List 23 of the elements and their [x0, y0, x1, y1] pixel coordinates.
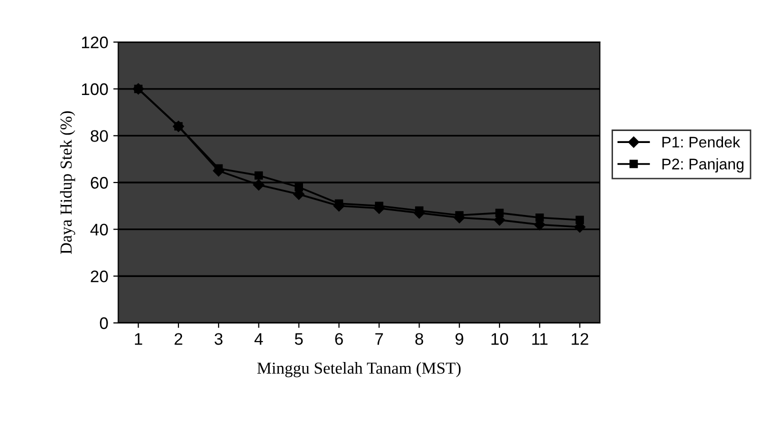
x-axis-title: Minggu Setelah Tanam (MST) [257, 362, 461, 378]
y-tick-label: 120 [82, 36, 108, 48]
x-tick-label: 11 [532, 333, 548, 345]
x-tick-label: 12 [572, 333, 588, 345]
y-axis-title: Daya Hidup Stek (%) [60, 111, 76, 254]
y-tick-label: 60 [90, 176, 108, 189]
x-tick-label: 3 [214, 333, 222, 345]
x-tick-label: 8 [415, 333, 424, 345]
x-tick-label: 2 [174, 333, 182, 345]
x-tick-label: 4 [254, 333, 263, 345]
y-tick-label: 0 [100, 317, 108, 330]
x-tick-label: 7 [375, 333, 383, 345]
y-tick-label: 20 [90, 270, 108, 282]
legend-label: P1: Pendek [662, 136, 740, 148]
x-tick-label: 1 [134, 333, 142, 345]
x-tick-label: 5 [294, 333, 303, 345]
y-tick-label: 100 [82, 83, 108, 96]
legend-label: P2: Panjang [662, 158, 744, 172]
y-tick-label: 80 [90, 130, 108, 142]
y-tick-label: 40 [90, 224, 108, 236]
x-tick-label: 6 [335, 333, 343, 345]
x-tick-label: 9 [456, 333, 464, 345]
x-tick-label: 10 [492, 333, 508, 345]
